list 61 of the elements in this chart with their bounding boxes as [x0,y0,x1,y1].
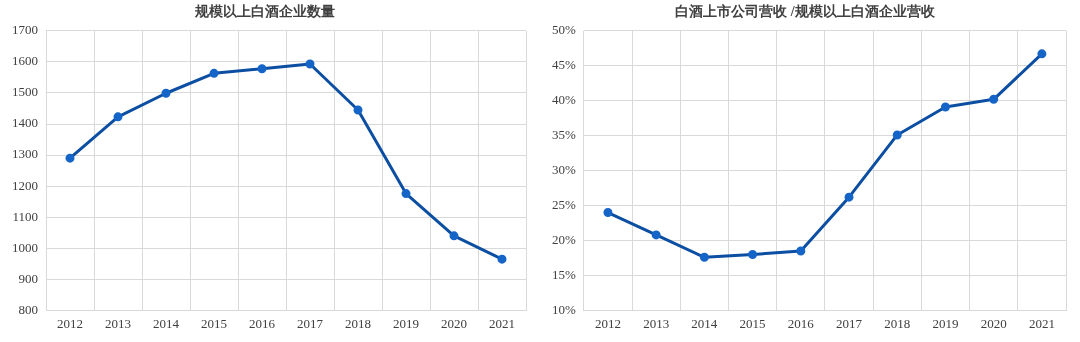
x-tick-label: 2014 [153,315,180,331]
point [844,192,854,202]
y-tick-label: 1600 [12,53,38,69]
y-tick-label: 1500 [12,84,38,100]
point [748,249,758,259]
point [401,189,411,199]
x-tick-label: 2017 [836,315,863,331]
y-tick-label: 1700 [12,22,38,38]
point [497,254,507,264]
point [603,208,613,218]
x-tick-label: 2014 [691,315,718,331]
point [257,64,267,74]
x-tick-label: 2012 [594,315,621,331]
y-tick-label: 800 [18,301,38,317]
x-tick-label: 2018 [884,315,911,331]
y-tick-label: 35% [551,127,576,143]
x-tick-label: 2013 [105,315,131,331]
y-tick-label: 1000 [12,239,38,255]
x-tick-label: 2016 [787,315,815,331]
point [796,246,806,256]
point [449,231,459,241]
x-tick-label: 2021 [489,315,515,331]
y-tick-label: 25% [551,196,576,212]
x-tick-label: 2020 [980,315,1007,331]
point [113,112,123,122]
y-tick-label: 15% [551,266,576,282]
y-tick-label: 900 [18,270,38,286]
y-tick-label: 30% [551,162,576,178]
point [989,94,999,104]
x-tick-label: 2013 [643,315,670,331]
x-tick-label: 2012 [57,315,83,331]
x-tick-label: 2015 [201,315,227,331]
point [651,230,661,240]
x-tick-label: 2015 [739,315,766,331]
y-tick-label: 50% [551,22,576,38]
x-tick-label: 2018 [345,315,371,331]
point [209,68,219,78]
y-tick-label: 20% [551,231,576,247]
x-tick-label: 2019 [393,315,419,331]
chart-title: 规模以上白酒企业数量 [194,4,335,20]
y-tick-label: 1200 [12,177,38,193]
y-tick-label: 1400 [12,115,38,131]
x-tick-label: 2020 [441,315,467,331]
y-tick-label: 10% [551,301,576,317]
point [305,59,315,69]
x-tick-label: 2019 [932,315,959,331]
y-tick-label: 1100 [12,208,38,224]
point [65,153,75,163]
y-tick-label: 45% [551,57,576,73]
point [1037,49,1047,59]
x-tick-label: 2016 [249,315,276,331]
point [699,252,709,262]
x-tick-label: 2021 [1028,315,1055,331]
point [940,102,950,112]
point [161,88,171,98]
y-tick-label: 40% [551,92,576,108]
chart-title: 白酒上市公司营收 /规模以上白酒企业营收 [675,3,936,20]
point [892,130,902,140]
point [353,105,363,115]
y-tick-label: 1300 [12,146,38,162]
x-tick-label: 2017 [297,315,324,331]
